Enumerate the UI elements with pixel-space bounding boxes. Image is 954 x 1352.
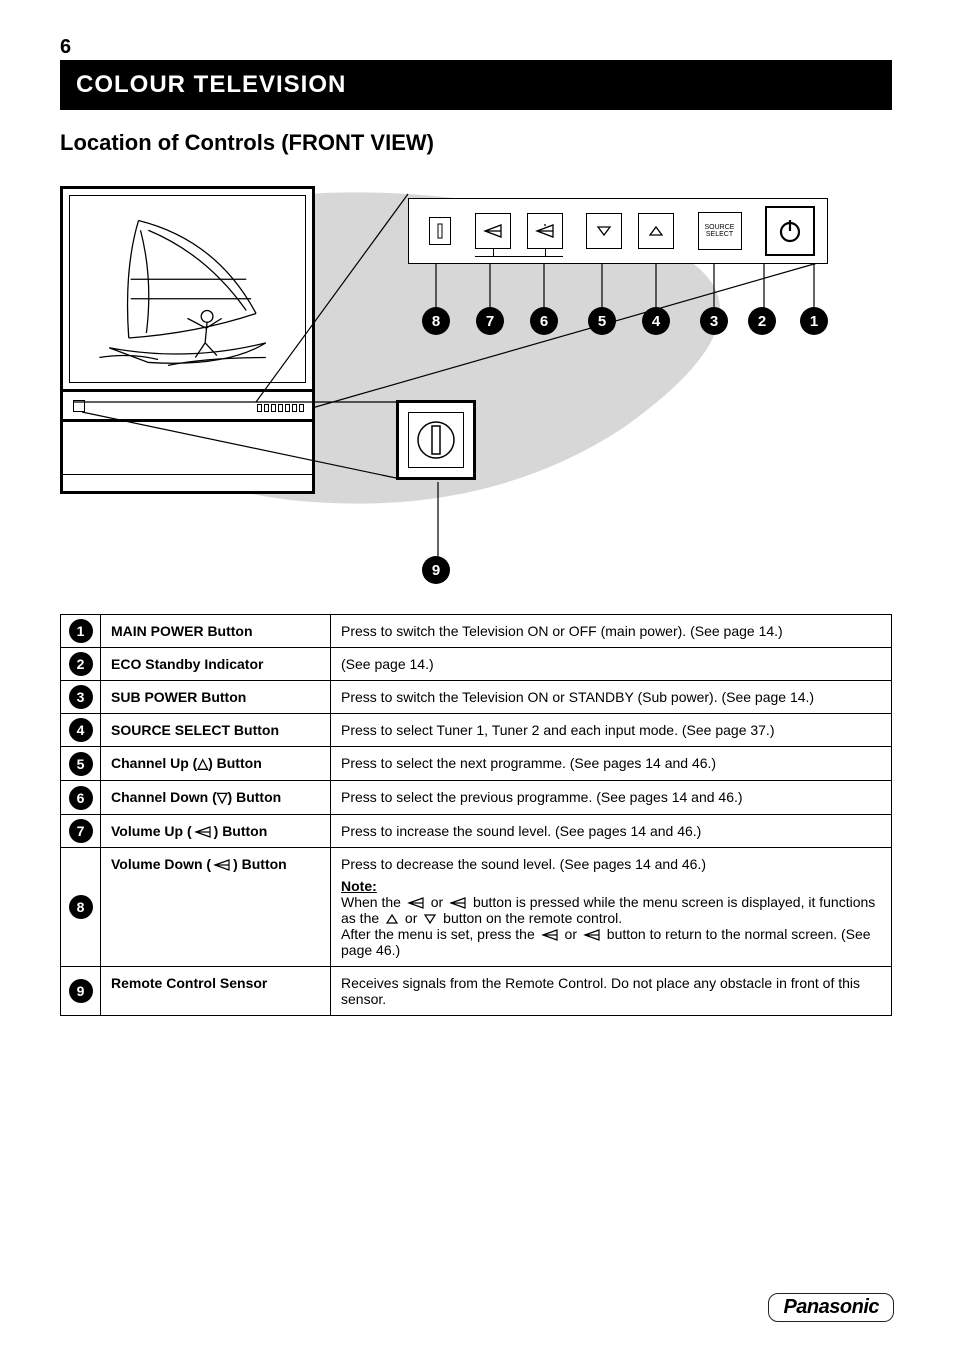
row-dot: 6 bbox=[69, 786, 93, 810]
callout-dot-1: 1 bbox=[800, 307, 828, 335]
table-row: 1 MAIN POWER Button Press to switch the … bbox=[61, 615, 892, 648]
triangle-down-icon bbox=[423, 913, 437, 925]
tv-mini-buttons bbox=[257, 404, 304, 412]
row-dot: 5 bbox=[69, 752, 93, 776]
brand-logo: Panasonic bbox=[768, 1293, 894, 1322]
row-dot: 4 bbox=[69, 718, 93, 742]
panel-volume-down-button[interactable] bbox=[475, 213, 511, 249]
callout-dot-5: 5 bbox=[588, 307, 616, 335]
row-desc: Press to decrease the sound level. (See … bbox=[331, 848, 892, 967]
row-dot: 7 bbox=[69, 819, 93, 843]
panel-main-power-button[interactable] bbox=[429, 217, 451, 245]
row-name: ECO Standby Indicator bbox=[101, 648, 331, 681]
triangle-down-icon bbox=[596, 225, 612, 237]
triangle-up-icon bbox=[385, 913, 399, 925]
volume-up-icon bbox=[535, 224, 555, 238]
volume-down-icon bbox=[483, 224, 503, 238]
volume-down-icon bbox=[583, 929, 601, 941]
row-desc: Press to select Tuner 1, Tuner 2 and eac… bbox=[331, 714, 892, 747]
row-desc: Press to increase the sound level. (See … bbox=[331, 815, 892, 848]
callout-dot-8: 8 bbox=[422, 307, 450, 335]
panel-channel-up-button[interactable] bbox=[638, 213, 674, 249]
volume-down-icon bbox=[213, 859, 231, 871]
sensor-icon bbox=[414, 418, 458, 462]
row-desc: Press to switch the Television ON or STA… bbox=[331, 681, 892, 714]
screen-art-windsurfer bbox=[70, 196, 305, 382]
page-number: 6 bbox=[60, 36, 71, 59]
callout-dot-9: 9 bbox=[422, 556, 450, 584]
callout-dot-2: 2 bbox=[748, 307, 776, 335]
callout-dot-7: 7 bbox=[476, 307, 504, 335]
row-desc: Press to select the next programme. (See… bbox=[331, 747, 892, 781]
row-name: Volume Up () Button bbox=[101, 815, 331, 848]
panel-sub-power-button[interactable] bbox=[765, 206, 815, 256]
row-dot: 1 bbox=[69, 619, 93, 643]
panel-channel-down-button[interactable] bbox=[586, 213, 622, 249]
table-row: 2 ECO Standby Indicator (See page 14.) bbox=[61, 648, 892, 681]
row-desc: (See page 14.) bbox=[331, 648, 892, 681]
bar-icon bbox=[435, 223, 445, 239]
table-row: 3 SUB POWER Button Press to switch the T… bbox=[61, 681, 892, 714]
row-dot: 8 bbox=[69, 895, 93, 919]
table-row: 7 Volume Up () Button Press to increase … bbox=[61, 815, 892, 848]
title-text: COLOUR TELEVISION bbox=[76, 71, 346, 99]
callout-dot-6: 6 bbox=[530, 307, 558, 335]
panel-volume-up-button[interactable] bbox=[527, 213, 563, 249]
row-name: Remote Control Sensor bbox=[101, 967, 331, 1016]
tv-illustration bbox=[60, 186, 315, 494]
tv-ir-window bbox=[73, 400, 85, 412]
power-icon bbox=[776, 217, 804, 245]
triangle-up-icon bbox=[648, 225, 664, 237]
callout-dot-4: 4 bbox=[642, 307, 670, 335]
row-name: SOURCE SELECT Button bbox=[101, 714, 331, 747]
callout-dot-3: 3 bbox=[700, 307, 728, 335]
panel-source-select-button[interactable]: SOURCE SELECT bbox=[698, 212, 742, 250]
title-bar: COLOUR TELEVISION bbox=[60, 60, 892, 110]
volume-down-icon bbox=[449, 897, 467, 909]
source-label-2: SELECT bbox=[706, 231, 733, 238]
row-name: MAIN POWER Button bbox=[101, 615, 331, 648]
table-row: 8 Volume Down () Button Press to decreas… bbox=[61, 848, 892, 967]
row-dot: 2 bbox=[69, 652, 93, 676]
volume-up-icon bbox=[407, 897, 425, 909]
volume-up-icon bbox=[541, 929, 559, 941]
row-name: Channel Down (▽) Button bbox=[101, 781, 331, 815]
row-name: SUB POWER Button bbox=[101, 681, 331, 714]
table-row: 4 SOURCE SELECT Button Press to select T… bbox=[61, 714, 892, 747]
control-panel: SOURCE SELECT bbox=[408, 198, 828, 264]
volume-up-icon bbox=[194, 826, 212, 838]
subtitle: Location of Controls (FRONT VIEW) bbox=[60, 130, 434, 156]
row-name: Volume Down () Button bbox=[101, 848, 331, 967]
row-dot: 9 bbox=[69, 979, 93, 1003]
table-row: 6 Channel Down (▽) Button Press to selec… bbox=[61, 781, 892, 815]
table-row: 9 Remote Control Sensor Receives signals… bbox=[61, 967, 892, 1016]
row-dot: 3 bbox=[69, 685, 93, 709]
remote-sensor-illustration bbox=[396, 400, 476, 480]
row-desc: Press to switch the Television ON or OFF… bbox=[331, 615, 892, 648]
row-desc: Press to select the previous programme. … bbox=[331, 781, 892, 815]
table-row: 5 Channel Up (△) Button Press to select … bbox=[61, 747, 892, 781]
row-desc: Receives signals from the Remote Control… bbox=[331, 967, 892, 1016]
row-name: Channel Up (△) Button bbox=[101, 747, 331, 781]
controls-table: 1 MAIN POWER Button Press to switch the … bbox=[60, 614, 892, 1016]
source-label-1: SOURCE bbox=[705, 224, 735, 231]
